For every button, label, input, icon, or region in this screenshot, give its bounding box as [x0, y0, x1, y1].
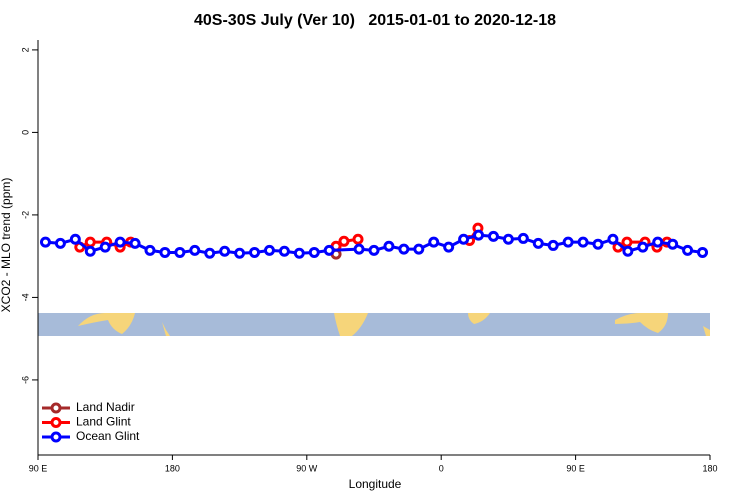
map-strip [38, 313, 710, 336]
data-point [144, 244, 156, 256]
legend-label: Land Nadir [76, 400, 135, 414]
data-point [54, 237, 66, 249]
x-tick-label: 90 E [29, 463, 48, 473]
data-point [592, 238, 604, 250]
y-axis-label: XCO2 - MLO trend (ppm) [0, 178, 13, 313]
data-point [263, 244, 275, 256]
land-shape [78, 313, 135, 334]
data-point [532, 237, 544, 249]
chart-title: 40S-30S July (Ver 10) 2015-01-01 to 2020… [194, 12, 556, 29]
y-tick-label: -4 [20, 293, 30, 301]
data-point [443, 241, 455, 253]
data-point [352, 233, 364, 245]
data-point [682, 244, 694, 256]
data-point [99, 241, 111, 253]
data-point [323, 244, 335, 256]
data-point [159, 246, 171, 258]
x-tick-label: 90 W [296, 463, 318, 473]
data-point [114, 236, 126, 248]
data-point [174, 246, 186, 258]
data-point [353, 243, 365, 255]
data-point [69, 233, 81, 245]
data-point [622, 245, 634, 257]
x-tick-label: 0 [439, 463, 444, 473]
data-point [249, 246, 261, 258]
data-point [189, 244, 201, 256]
data-point [577, 236, 589, 248]
data-point [621, 236, 633, 248]
data-point [517, 232, 529, 244]
data-point [487, 230, 499, 242]
land-shape [162, 322, 170, 336]
data-point [428, 236, 440, 248]
legend-label: Land Glint [76, 415, 131, 429]
data-point [368, 244, 380, 256]
data-point [84, 236, 96, 248]
land-shape [615, 313, 668, 333]
data-point [278, 245, 290, 257]
y-tick-label: 2 [20, 47, 30, 52]
land-shape [334, 313, 368, 336]
data-point [204, 247, 216, 259]
data-point [129, 237, 141, 249]
data-point [383, 240, 395, 252]
data-point [697, 246, 709, 258]
data-point [234, 247, 246, 259]
y-tick-label: -6 [20, 376, 30, 384]
data-point [637, 241, 649, 253]
legend-marker [50, 402, 62, 414]
x-tick-label: 180 [165, 463, 180, 473]
legend-marker [50, 431, 62, 443]
data-point [652, 236, 664, 248]
data-point [562, 236, 574, 248]
data-point [413, 243, 425, 255]
data-point [458, 233, 470, 245]
land-shape [703, 326, 710, 336]
data-point [473, 229, 485, 241]
data-point [39, 236, 51, 248]
y-tick-label: -2 [20, 211, 30, 219]
data-point [84, 245, 96, 257]
legend-marker [50, 417, 62, 428]
x-tick-label: 180 [702, 463, 717, 473]
ocean-strip [38, 313, 710, 336]
data-point [308, 246, 320, 258]
data-point [547, 239, 559, 251]
data-point [219, 245, 231, 257]
data-point [398, 243, 410, 255]
legend-label: Ocean Glint [76, 429, 140, 443]
x-tick-label: 90 E [566, 463, 585, 473]
data-point [607, 233, 619, 245]
y-tick-label: 0 [20, 130, 30, 135]
data-point [502, 233, 514, 245]
data-point [293, 247, 305, 259]
x-axis-label: Longitude [349, 477, 402, 491]
land-shape [468, 313, 490, 324]
data-point [338, 235, 350, 247]
data-point [667, 238, 679, 250]
